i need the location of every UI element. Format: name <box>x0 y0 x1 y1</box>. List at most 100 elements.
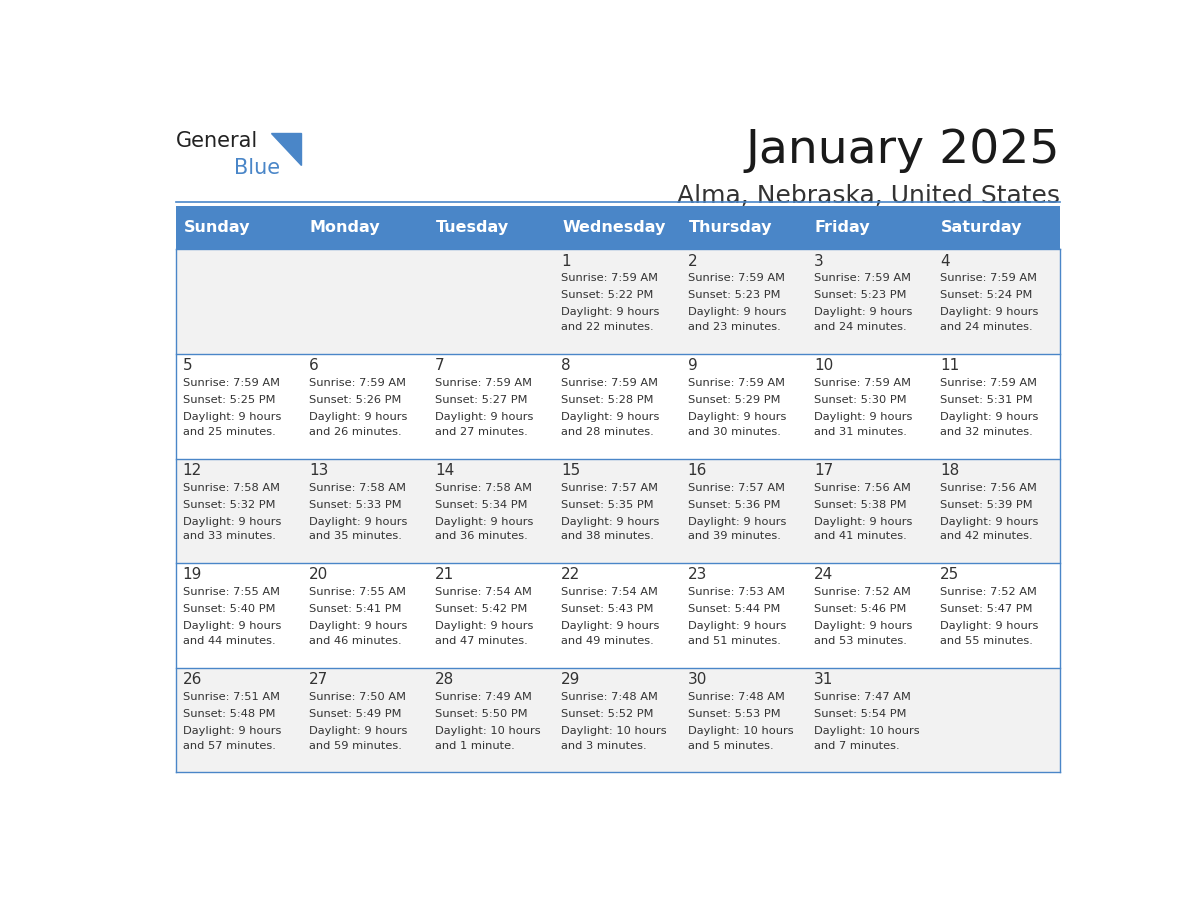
Text: and 7 minutes.: and 7 minutes. <box>814 741 899 751</box>
Text: Daylight: 9 hours: Daylight: 9 hours <box>814 517 912 527</box>
Text: Alma, Nebraska, United States: Alma, Nebraska, United States <box>677 185 1060 208</box>
Text: and 41 minutes.: and 41 minutes. <box>814 532 906 542</box>
Text: Daylight: 9 hours: Daylight: 9 hours <box>183 621 280 632</box>
Text: 21: 21 <box>435 567 454 583</box>
FancyBboxPatch shape <box>808 564 934 668</box>
Text: Sunset: 5:22 PM: Sunset: 5:22 PM <box>562 290 653 300</box>
Text: Sunset: 5:35 PM: Sunset: 5:35 PM <box>562 499 653 509</box>
FancyBboxPatch shape <box>681 459 808 564</box>
Text: Blue: Blue <box>234 158 280 178</box>
Text: Daylight: 9 hours: Daylight: 9 hours <box>814 308 912 318</box>
Text: Sunrise: 7:58 AM: Sunrise: 7:58 AM <box>183 483 279 493</box>
FancyBboxPatch shape <box>429 668 555 772</box>
Text: Sunset: 5:31 PM: Sunset: 5:31 PM <box>940 395 1032 405</box>
Text: 10: 10 <box>814 358 833 374</box>
Text: Sunrise: 7:59 AM: Sunrise: 7:59 AM <box>688 378 784 388</box>
Text: and 24 minutes.: and 24 minutes. <box>814 322 906 332</box>
Text: 19: 19 <box>183 567 202 583</box>
Text: General: General <box>176 131 258 151</box>
Text: Daylight: 9 hours: Daylight: 9 hours <box>562 308 659 318</box>
FancyBboxPatch shape <box>303 354 429 459</box>
FancyBboxPatch shape <box>429 206 555 250</box>
Text: January 2025: January 2025 <box>746 128 1060 173</box>
FancyBboxPatch shape <box>681 668 808 772</box>
FancyBboxPatch shape <box>681 206 808 250</box>
Text: and 49 minutes.: and 49 minutes. <box>562 636 655 646</box>
Text: Daylight: 9 hours: Daylight: 9 hours <box>562 412 659 422</box>
Text: and 51 minutes.: and 51 minutes. <box>688 636 781 646</box>
Text: Sunrise: 7:57 AM: Sunrise: 7:57 AM <box>562 483 658 493</box>
Text: Sunrise: 7:47 AM: Sunrise: 7:47 AM <box>814 692 911 702</box>
FancyBboxPatch shape <box>681 250 808 354</box>
Text: Sunrise: 7:54 AM: Sunrise: 7:54 AM <box>435 588 532 598</box>
Text: Sunset: 5:23 PM: Sunset: 5:23 PM <box>688 290 781 300</box>
Text: Daylight: 10 hours: Daylight: 10 hours <box>688 726 794 736</box>
Text: Sunset: 5:42 PM: Sunset: 5:42 PM <box>435 604 527 614</box>
Text: Daylight: 9 hours: Daylight: 9 hours <box>940 308 1038 318</box>
Text: Sunday: Sunday <box>183 220 249 235</box>
FancyBboxPatch shape <box>176 206 303 250</box>
Text: and 33 minutes.: and 33 minutes. <box>183 532 276 542</box>
FancyBboxPatch shape <box>808 459 934 564</box>
FancyBboxPatch shape <box>303 250 429 354</box>
FancyBboxPatch shape <box>555 668 681 772</box>
Text: Sunrise: 7:55 AM: Sunrise: 7:55 AM <box>183 588 279 598</box>
Text: Daylight: 9 hours: Daylight: 9 hours <box>562 621 659 632</box>
FancyBboxPatch shape <box>934 250 1060 354</box>
Text: and 32 minutes.: and 32 minutes. <box>940 427 1032 437</box>
FancyBboxPatch shape <box>555 250 681 354</box>
Text: 17: 17 <box>814 463 833 478</box>
Text: Sunrise: 7:59 AM: Sunrise: 7:59 AM <box>562 378 658 388</box>
Text: 16: 16 <box>688 463 707 478</box>
Text: Sunset: 5:25 PM: Sunset: 5:25 PM <box>183 395 276 405</box>
Text: Daylight: 10 hours: Daylight: 10 hours <box>814 726 920 736</box>
Text: and 38 minutes.: and 38 minutes. <box>562 532 655 542</box>
Text: Sunset: 5:52 PM: Sunset: 5:52 PM <box>562 709 653 719</box>
Text: Daylight: 9 hours: Daylight: 9 hours <box>940 621 1038 632</box>
Text: and 57 minutes.: and 57 minutes. <box>183 741 276 751</box>
FancyBboxPatch shape <box>934 668 1060 772</box>
Text: Sunrise: 7:59 AM: Sunrise: 7:59 AM <box>940 274 1037 284</box>
Text: Sunrise: 7:48 AM: Sunrise: 7:48 AM <box>562 692 658 702</box>
Text: and 25 minutes.: and 25 minutes. <box>183 427 276 437</box>
Text: Daylight: 9 hours: Daylight: 9 hours <box>435 621 533 632</box>
Text: Sunset: 5:41 PM: Sunset: 5:41 PM <box>309 604 402 614</box>
Text: Sunset: 5:43 PM: Sunset: 5:43 PM <box>562 604 653 614</box>
Text: 8: 8 <box>562 358 571 374</box>
Text: Daylight: 9 hours: Daylight: 9 hours <box>183 726 280 736</box>
Text: Sunset: 5:30 PM: Sunset: 5:30 PM <box>814 395 906 405</box>
Text: Wednesday: Wednesday <box>562 220 665 235</box>
Text: and 47 minutes.: and 47 minutes. <box>435 636 527 646</box>
FancyBboxPatch shape <box>681 354 808 459</box>
Text: and 39 minutes.: and 39 minutes. <box>688 532 781 542</box>
Text: Sunset: 5:40 PM: Sunset: 5:40 PM <box>183 604 276 614</box>
Text: and 55 minutes.: and 55 minutes. <box>940 636 1034 646</box>
Text: Sunrise: 7:55 AM: Sunrise: 7:55 AM <box>309 588 406 598</box>
Text: and 44 minutes.: and 44 minutes. <box>183 636 276 646</box>
Text: Sunset: 5:28 PM: Sunset: 5:28 PM <box>562 395 653 405</box>
Text: 28: 28 <box>435 672 454 687</box>
Text: Sunset: 5:38 PM: Sunset: 5:38 PM <box>814 499 906 509</box>
Text: 7: 7 <box>435 358 444 374</box>
Text: 26: 26 <box>183 672 202 687</box>
Text: and 36 minutes.: and 36 minutes. <box>435 532 527 542</box>
Text: 20: 20 <box>309 567 328 583</box>
Text: Sunset: 5:32 PM: Sunset: 5:32 PM <box>183 499 276 509</box>
Text: 2: 2 <box>688 253 697 269</box>
FancyBboxPatch shape <box>429 459 555 564</box>
Text: Sunset: 5:23 PM: Sunset: 5:23 PM <box>814 290 906 300</box>
Text: and 5 minutes.: and 5 minutes. <box>688 741 773 751</box>
Text: Sunset: 5:49 PM: Sunset: 5:49 PM <box>309 709 402 719</box>
Text: Daylight: 9 hours: Daylight: 9 hours <box>814 412 912 422</box>
FancyBboxPatch shape <box>555 354 681 459</box>
Text: Sunset: 5:27 PM: Sunset: 5:27 PM <box>435 395 527 405</box>
Text: Daylight: 10 hours: Daylight: 10 hours <box>562 726 666 736</box>
FancyBboxPatch shape <box>934 354 1060 459</box>
FancyBboxPatch shape <box>176 668 303 772</box>
Text: and 24 minutes.: and 24 minutes. <box>940 322 1032 332</box>
FancyBboxPatch shape <box>429 564 555 668</box>
Text: Daylight: 9 hours: Daylight: 9 hours <box>309 412 407 422</box>
Text: Sunrise: 7:59 AM: Sunrise: 7:59 AM <box>814 274 911 284</box>
Text: Sunset: 5:39 PM: Sunset: 5:39 PM <box>940 499 1032 509</box>
Text: 18: 18 <box>940 463 960 478</box>
